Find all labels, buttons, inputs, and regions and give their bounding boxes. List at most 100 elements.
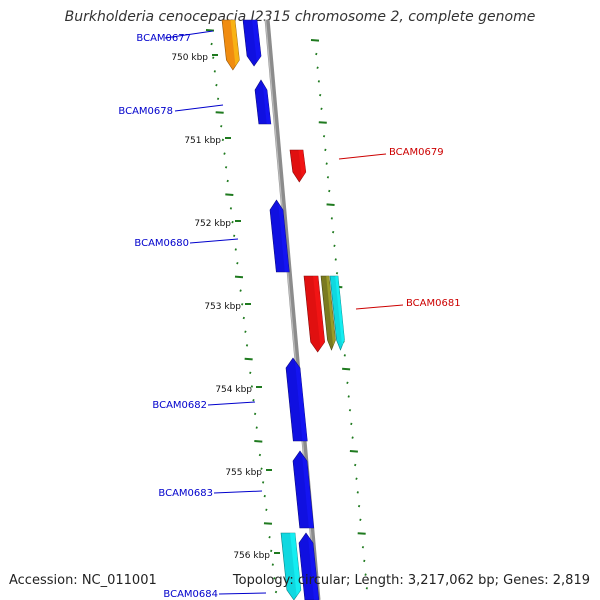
gene-arrow-cyan-2-face (290, 533, 301, 596)
tick-mark (332, 230, 335, 234)
tick-mark (250, 385, 254, 388)
tick-mark (225, 193, 234, 196)
kbp-marker: 754 kbp (215, 385, 262, 395)
gene-arrow-bcam0677-face (252, 20, 262, 62)
tick-mark (315, 52, 318, 56)
gene-arrow-olive-face (326, 276, 336, 346)
gene-arrow-bcam0678-face (262, 84, 271, 124)
tick-mark (361, 545, 365, 549)
gene-label-text: BCAM0682 (152, 400, 207, 411)
gene-label-leader (189, 238, 239, 244)
tick-mark (318, 121, 327, 124)
gene-arrow-bcam0683 (292, 450, 315, 529)
kbp-marker: 755 kbp (225, 468, 272, 478)
gene-arrow-bcam0679 (289, 149, 307, 183)
gene-label-leader (213, 490, 263, 494)
gene-arrow-olive (320, 275, 336, 351)
tick-mark (365, 587, 369, 590)
tick-mark (215, 83, 218, 87)
gene-label: BCAM0678 (118, 104, 224, 117)
tick-mark (263, 522, 273, 525)
tick-mark (255, 426, 258, 429)
gene-arrow-bcam0680 (269, 199, 290, 273)
accession-label: Accession: NC_011001 (9, 573, 157, 588)
tick-mark (244, 357, 253, 361)
tick-mark (215, 111, 224, 114)
kbp-marker: 753 kbp (204, 302, 251, 312)
tick-mark (268, 535, 271, 539)
gene-label-leader (338, 153, 387, 160)
tick-mark (324, 148, 327, 152)
tick-mark (249, 371, 252, 375)
tick-mark (334, 258, 337, 261)
gene-arrow-bcam0681-face (313, 276, 325, 348)
kbp-label: 756 kbp (233, 551, 270, 561)
tick-mark (234, 248, 237, 251)
tick-mark (216, 97, 220, 101)
tick-mark (357, 504, 361, 508)
tick-mark (326, 176, 330, 179)
tick-mark (239, 289, 242, 292)
tick-mark (335, 271, 339, 275)
gene-arrow-bcam0678 (254, 79, 272, 125)
gene-arrow-bcam0682-face (295, 362, 308, 441)
gene-label: BCAM0683 (158, 488, 263, 499)
gene-arrow-bcam0680-face (278, 204, 290, 272)
gene-label-text: BCAM0681 (406, 298, 461, 309)
gene-arrow-bcam0679-face (298, 150, 306, 178)
gene-arrow-cyan-2 (280, 532, 302, 600)
tick-mark (233, 234, 236, 238)
tick-mark (229, 207, 233, 210)
gene-label-text: BCAM0684 (163, 589, 218, 600)
gene-label: BCAM0679 (338, 147, 444, 160)
kbp-label: 752 kbp (194, 219, 231, 229)
gene-arrow-bcam0684 (298, 532, 320, 600)
tick-mark (355, 477, 358, 480)
gene-arrow-bcam0684-face (308, 537, 319, 600)
tick-mark (328, 189, 331, 193)
tick-mark (346, 381, 349, 385)
gene-arrow-bcam0683-face (302, 455, 314, 528)
tick-mark (350, 422, 353, 426)
tick-mark (348, 408, 352, 412)
tick-mark (342, 367, 351, 371)
gene-label-text: BCAM0683 (158, 488, 213, 499)
tick-mark (273, 577, 276, 580)
tick-mark (254, 440, 263, 443)
gene-arrow-orange (221, 19, 240, 71)
tick-mark (234, 275, 244, 279)
tick-mark (220, 124, 223, 128)
tick-mark (263, 494, 266, 498)
tick-mark (354, 463, 357, 467)
gene-label-leader (207, 401, 256, 406)
kbp-marker: 751 kbp (184, 136, 231, 146)
tick-mark (330, 217, 334, 220)
tick-mark (359, 518, 362, 522)
tick-mark (244, 330, 247, 333)
tick-mark (260, 467, 263, 470)
gene-label-leader (355, 304, 404, 310)
tick-mark (274, 590, 278, 594)
tick-mark (261, 481, 265, 484)
gene-label: BCAM0680 (134, 238, 239, 249)
tick-mark (221, 138, 225, 142)
tick-mark (213, 70, 216, 73)
kbp-label: 754 kbp (215, 385, 252, 395)
tick-mark (241, 303, 244, 306)
tick-mark (212, 56, 215, 59)
kbp-label: 750 kbp (171, 53, 208, 63)
tick-mark (258, 453, 262, 457)
tick-mark (242, 316, 245, 320)
gene-label-text: BCAM0678 (118, 106, 173, 117)
gene-arrow-bcam0677 (242, 19, 262, 67)
kbp-marker: 752 kbp (194, 219, 241, 229)
tick-mark (270, 549, 273, 553)
gene-arrow-cyan (329, 275, 345, 351)
tick-mark (226, 179, 229, 183)
tick-mark (210, 42, 213, 46)
tick-mark (363, 559, 366, 563)
tick-mark (316, 66, 319, 69)
tick-mark (236, 261, 239, 265)
gene-arrow-bcam0681 (303, 275, 325, 353)
